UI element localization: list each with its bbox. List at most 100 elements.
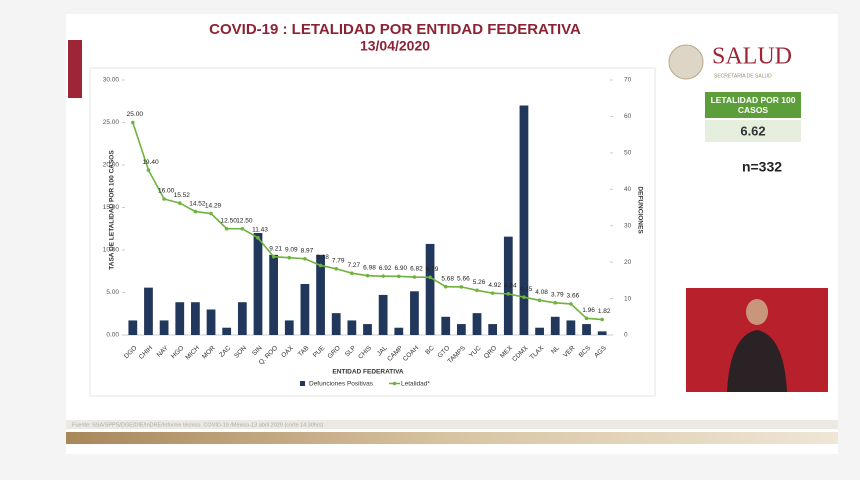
x-axis-label: ENTIDAD FEDERATIVA: [332, 369, 404, 376]
bar: [175, 302, 185, 335]
bar: [550, 316, 560, 335]
line-point: [209, 211, 213, 216]
legend-label: Letalidad*: [401, 381, 430, 388]
footer-band: [66, 432, 838, 444]
line-point: [318, 263, 323, 268]
source-note: Fuente: SSA/SPPS/DGE/DIE/InDRE/Informe t…: [72, 422, 323, 428]
kpi-value-box: [705, 120, 801, 142]
line-point: [177, 201, 182, 205]
accent-bar: [68, 40, 82, 98]
line-point: [569, 302, 573, 306]
line-point: [475, 288, 479, 293]
data-label: 14.29: [205, 202, 222, 209]
bar: [347, 320, 357, 335]
y-tick-label: 15.00: [103, 204, 120, 211]
y2-tick-label: 10: [624, 295, 632, 302]
y2-tick-label: 60: [624, 113, 632, 120]
line-point: [162, 197, 166, 201]
kpi-value: 6.62: [740, 123, 765, 138]
line-point: [600, 317, 604, 322]
line-point: [553, 300, 558, 305]
line-point: [522, 295, 526, 299]
logo-text: SALUD: [712, 44, 792, 70]
x-tick-label: NL: [550, 344, 561, 355]
y2-tick-label: 0: [624, 332, 628, 339]
data-label: 19.40: [142, 159, 159, 166]
y2-tick-label: 40: [624, 186, 632, 193]
data-label: 3.79: [551, 292, 564, 299]
bar: [253, 233, 263, 335]
legend-swatch: [392, 381, 397, 386]
interpreter-body: [727, 330, 787, 392]
bar: [316, 254, 325, 335]
data-label: 8.97: [301, 247, 314, 254]
data-label: 4.45: [520, 286, 533, 293]
line-point: [193, 209, 198, 214]
bar: [535, 327, 544, 335]
bar: [566, 320, 576, 335]
line-point: [381, 274, 385, 278]
bar: [159, 320, 169, 335]
kpi-label-box: [705, 92, 801, 118]
data-label: 4.92: [488, 282, 501, 289]
data-label: 15.52: [174, 192, 191, 199]
bar: [519, 105, 529, 335]
y-tick-label: 5.00: [106, 289, 119, 296]
bar: [331, 313, 341, 335]
bar: [269, 254, 279, 335]
data-label: 25.00: [127, 111, 144, 118]
data-label: 8.18: [316, 254, 329, 261]
data-label: 3.66: [567, 293, 580, 300]
line-point: [256, 236, 260, 240]
data-label: 6.98: [363, 264, 376, 271]
data-label: 16.00: [158, 188, 175, 195]
bar: [363, 324, 372, 335]
bar: [425, 243, 435, 335]
data-label: 1.82: [598, 308, 611, 315]
chart-subtitle: 13/04/2020: [360, 38, 430, 54]
bar: [597, 331, 607, 335]
line-point: [131, 120, 135, 125]
data-label: 6.79: [426, 266, 439, 273]
bar: [206, 309, 216, 335]
data-label: 5.66: [457, 276, 470, 283]
line-point: [443, 284, 448, 289]
data-label: 11.43: [252, 227, 268, 234]
y-tick-label: 30.00: [103, 77, 120, 84]
y-tick-label: 20.00: [103, 162, 120, 169]
y-axis-label: TASA DE LETALIDAD POR 100 CASOS: [109, 150, 116, 270]
line-point: [287, 255, 292, 260]
data-label: 4.08: [535, 289, 548, 296]
bar: [456, 324, 466, 335]
y2-tick-label: 30: [624, 222, 632, 229]
line-point: [365, 273, 370, 278]
logo-subtitle: SECRETARÍA DE SALUD: [714, 72, 772, 79]
data-label: 6.90: [394, 265, 407, 272]
legend-swatch: [300, 381, 305, 386]
bar: [472, 313, 482, 335]
bar: [441, 316, 451, 335]
bar: [237, 302, 247, 335]
line-point: [303, 256, 307, 261]
data-label: 7.27: [348, 262, 361, 269]
bar: [410, 291, 419, 335]
data-label: 6.82: [410, 266, 423, 273]
data-label: 9.09: [285, 246, 298, 253]
data-label: 12.50: [236, 217, 253, 224]
kpi-label: LETALIDAD POR 100 CASOS: [710, 95, 796, 115]
bar: [488, 324, 498, 335]
kpi-n: n=332: [742, 159, 782, 175]
chart-panel: [89, 67, 656, 397]
y-tick-label: 25.00: [103, 119, 120, 126]
bar: [300, 284, 310, 335]
line-point: [459, 285, 464, 289]
line-point: [146, 168, 151, 172]
bar: [144, 287, 153, 335]
data-label: 5.26: [473, 279, 486, 286]
logo-emblem: [668, 44, 704, 80]
source-strip: [66, 420, 838, 429]
bar: [394, 327, 404, 335]
line-point: [412, 275, 417, 279]
kpi-label-wrap: LETALIDAD POR 100 CASOS: [710, 95, 796, 115]
